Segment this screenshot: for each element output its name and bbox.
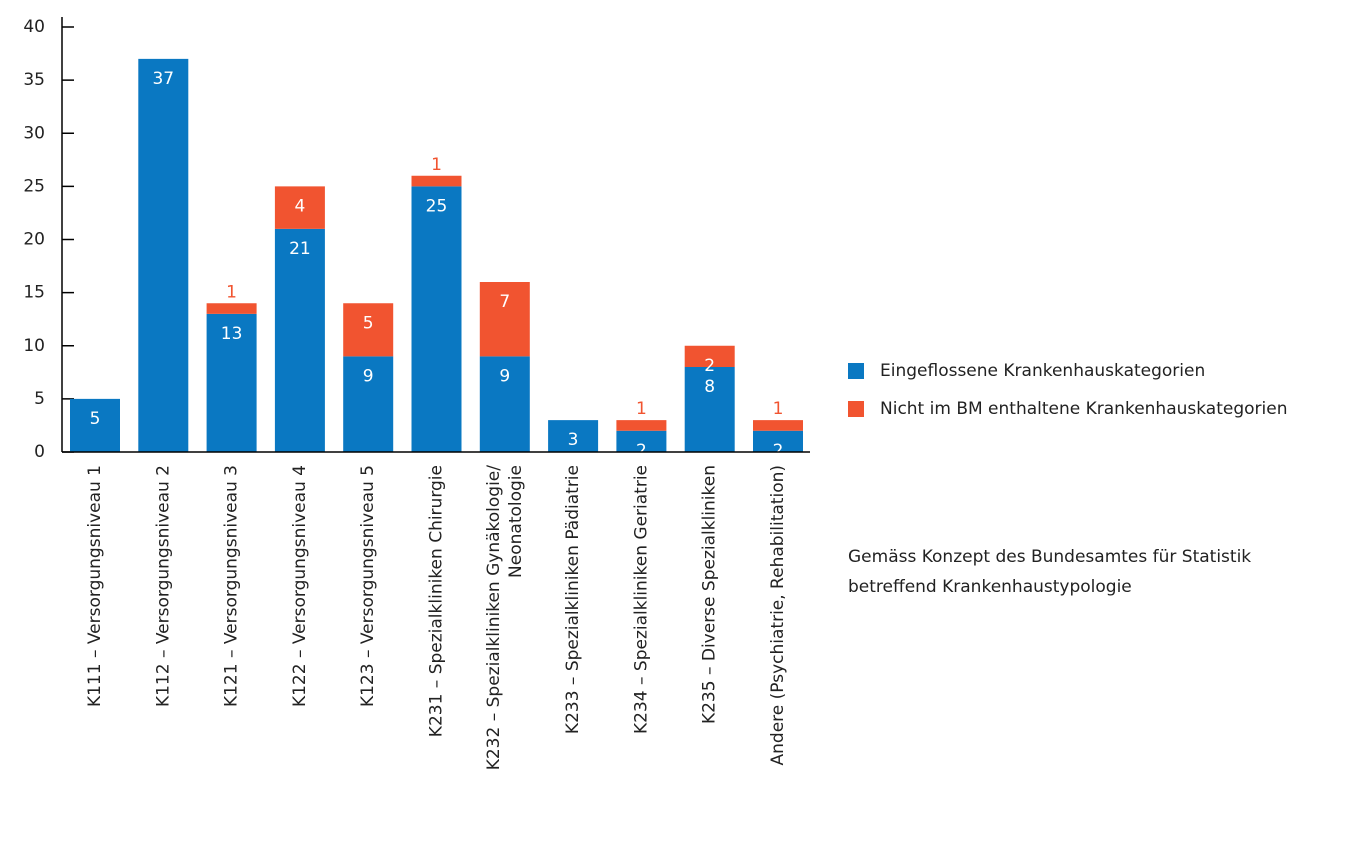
bar-segment [343,356,394,452]
bar-segment [70,398,120,452]
x-tick-label: K121 – Versorgungsniveau 3 [222,465,242,707]
value-label: 2 [773,441,784,461]
bar-segment [411,186,462,452]
bar-segment [548,420,599,452]
value-label: 2 [704,356,715,376]
bar-segment [274,228,325,452]
bar-segment [343,303,394,357]
y-tick-label: 35 [23,70,45,90]
y-tick-label: 30 [23,123,45,143]
bar-segment [684,367,735,452]
value-label: 25 [426,196,448,216]
legend-label: Nicht im BM enthaltene Krankenhauskatego… [880,399,1287,419]
x-tick-label: K112 – Versorgungsniveau 2 [153,465,173,707]
x-tick-label: K111 – Versorgungsniveau 1 [85,465,105,707]
y-tick-label: 25 [23,176,45,196]
y-tick-label: 0 [34,442,45,462]
bar-segment [411,175,462,187]
x-tick-label: K235 – Diverse Spezialkliniken [700,465,720,724]
value-label: 4 [294,196,305,216]
y-tick-label: 20 [23,230,45,250]
x-tick-label: K122 – Versorgungsniveau 4 [290,465,310,707]
x-tick-label: K231 – Spezialkliniken Chirurgie [427,465,447,737]
x-tick-label: K123 – Versorgungsniveau 5 [358,465,378,707]
value-label: 1 [431,155,442,175]
value-label: 3 [568,430,579,450]
value-label: 13 [221,324,243,344]
value-label: 8 [704,377,715,397]
bar-segment [753,420,803,431]
legend-label: Eingeflossene Krankenhauskategorien [880,361,1205,381]
bar-segment [479,282,530,357]
value-label: 5 [363,313,374,333]
y-tick-label: 15 [23,283,45,303]
x-tick-label: K234 – Spezialkliniken Geriatrie [631,465,651,734]
y-tick-label: 10 [23,336,45,356]
bar-segment [138,58,189,452]
note: betreffend Krankenhaustypologie [848,577,1132,597]
bar-segment [206,303,257,314]
value-label: 1 [773,399,784,419]
x-tick-label: K232 – Spezialkliniken Gynäkologie/Neona… [484,465,526,771]
value-label: 37 [152,69,174,89]
bar-segment [616,430,667,452]
x-tick-label-line: K232 – Spezialkliniken Gynäkologie/ [484,465,504,771]
legend-swatch [848,401,864,417]
legend-swatch [848,363,864,379]
x-tick-label: K233 – Spezialkliniken Pädiatrie [563,465,583,734]
bar-segment [684,345,735,367]
x-tick-label-line: Neonatologie [506,465,526,578]
value-label: 9 [499,366,510,386]
bar-segment [479,356,530,452]
bar-segment [753,430,803,452]
y-tick-label: 40 [23,17,45,37]
value-label: 1 [226,282,237,302]
value-label: 9 [363,366,374,386]
bar-segment [206,313,257,452]
value-label: 1 [636,399,647,419]
x-tick-label: Andere (Psychiatrie, Rehabilitation) [768,465,788,765]
bar-segment [616,420,667,431]
value-label: 7 [499,292,510,312]
value-label: 2 [636,441,647,461]
value-label: 21 [289,239,311,259]
bar-segment [274,186,325,229]
y-tick-label: 5 [34,389,45,409]
value-label: 5 [90,409,101,429]
note: Gemäss Konzept des Bundesamtes für Stati… [848,547,1251,567]
